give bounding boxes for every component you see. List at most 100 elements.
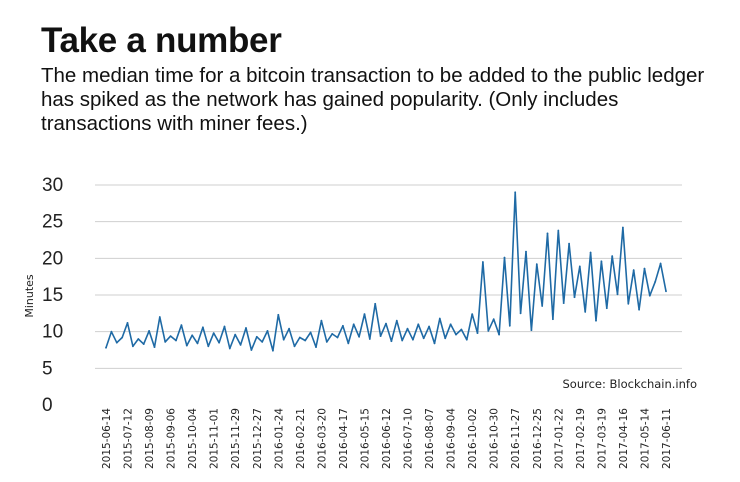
- data-point: [175, 339, 177, 342]
- chart-title: Take a number: [41, 21, 282, 60]
- data-point: [390, 340, 393, 343]
- data-point: [455, 333, 457, 336]
- data-point: [325, 341, 328, 343]
- data-point: [261, 341, 264, 343]
- data-point: [541, 305, 544, 307]
- x-tick-label: 2017-01-22: [553, 408, 565, 469]
- data-point: [627, 302, 630, 305]
- x-tick-label: 2015-11-01: [209, 408, 221, 469]
- data-point: [358, 335, 360, 338]
- data-point: [605, 307, 608, 310]
- data-point: [245, 327, 247, 329]
- data-point: [648, 294, 651, 297]
- data-point: [449, 323, 452, 326]
- data-point: [158, 316, 161, 318]
- data-point: [487, 330, 490, 332]
- data-point: [191, 334, 194, 337]
- data-point: [212, 332, 215, 334]
- data-point: [121, 336, 124, 339]
- data-point: [342, 324, 344, 327]
- x-tick-label: 2017-06-11: [661, 408, 673, 469]
- x-tick-label: 2016-06-12: [381, 408, 393, 469]
- data-point: [471, 313, 474, 315]
- data-point: [530, 329, 533, 332]
- x-tick-label: 2015-10-04: [187, 408, 199, 469]
- data-point: [578, 265, 581, 268]
- data-point: [368, 338, 371, 340]
- data-point: [573, 296, 576, 299]
- data-point: [115, 341, 118, 344]
- data-point: [255, 335, 258, 338]
- data-point: [148, 330, 151, 332]
- chart-subtitle: The median time for a bitcoin transactio…: [41, 64, 705, 135]
- data-point: [401, 339, 404, 342]
- series-line-0: [105, 191, 667, 352]
- data-point: [363, 313, 366, 315]
- x-tick-label: 2016-12-25: [532, 408, 544, 469]
- data-point: [250, 349, 253, 351]
- x-tick-label: 2015-09-06: [166, 408, 178, 469]
- data-point: [304, 339, 307, 342]
- x-tick-label: 2015-12-27: [252, 408, 264, 469]
- data-point: [412, 338, 414, 341]
- x-tick-label: 2015-06-14: [101, 408, 113, 469]
- y-tick-label: 25: [42, 212, 63, 233]
- data-point: [492, 318, 495, 321]
- data-point: [202, 326, 204, 329]
- data-point: [282, 338, 285, 341]
- data-point: [632, 269, 635, 271]
- data-point: [223, 325, 226, 328]
- data-point: [207, 345, 210, 348]
- data-point: [239, 344, 242, 346]
- data-point: [546, 232, 549, 235]
- data-point: [374, 302, 377, 305]
- data-point: [169, 335, 172, 337]
- x-tick-label: 2016-07-10: [403, 408, 415, 469]
- data-point: [406, 327, 409, 330]
- data-point: [584, 311, 587, 313]
- data-point: [460, 328, 463, 331]
- grid-lines: [95, 184, 682, 369]
- data-point: [266, 330, 269, 332]
- x-tick-label: 2016-10-30: [489, 408, 501, 469]
- data-point: [196, 342, 199, 345]
- data-point: [272, 349, 274, 352]
- y-axis-ticks: 0 5 10 15 20 25 30: [42, 175, 63, 416]
- plot-area: [105, 191, 667, 352]
- x-tick-label: 2016-08-07: [424, 408, 436, 469]
- data-point: [105, 346, 107, 349]
- data-point: [589, 251, 592, 254]
- data-point: [659, 262, 662, 265]
- x-tick-label: 2016-05-15: [359, 408, 371, 469]
- x-tick-label: 2016-03-20: [316, 408, 328, 469]
- data-point: [525, 250, 527, 253]
- x-tick-label: 2017-02-19: [575, 408, 587, 469]
- data-point: [277, 313, 280, 316]
- data-point: [557, 229, 560, 232]
- data-point: [514, 191, 517, 194]
- x-tick-label: 2016-01-24: [273, 408, 285, 469]
- data-point: [153, 346, 156, 348]
- x-tick-label: 2016-11-27: [510, 408, 522, 469]
- data-point: [180, 324, 183, 326]
- data-point: [132, 345, 134, 348]
- data-point: [142, 343, 145, 345]
- x-tick-label: 2017-05-14: [639, 408, 651, 469]
- x-tick-label: 2016-09-04: [446, 408, 458, 469]
- y-tick-label: 0: [42, 395, 53, 416]
- y-tick-label: 5: [42, 358, 53, 379]
- data-point: [438, 317, 441, 320]
- y-tick-label: 10: [42, 322, 63, 343]
- data-point: [288, 327, 290, 330]
- x-tick-label: 2015-11-29: [230, 408, 242, 469]
- x-tick-label: 2017-03-19: [596, 408, 608, 469]
- data-point: [422, 337, 425, 340]
- data-point: [352, 323, 355, 326]
- data-point: [385, 322, 387, 325]
- data-point: [234, 333, 237, 336]
- data-point: [611, 255, 614, 257]
- data-point: [465, 338, 468, 341]
- data-point: [228, 347, 231, 350]
- data-point: [552, 318, 554, 321]
